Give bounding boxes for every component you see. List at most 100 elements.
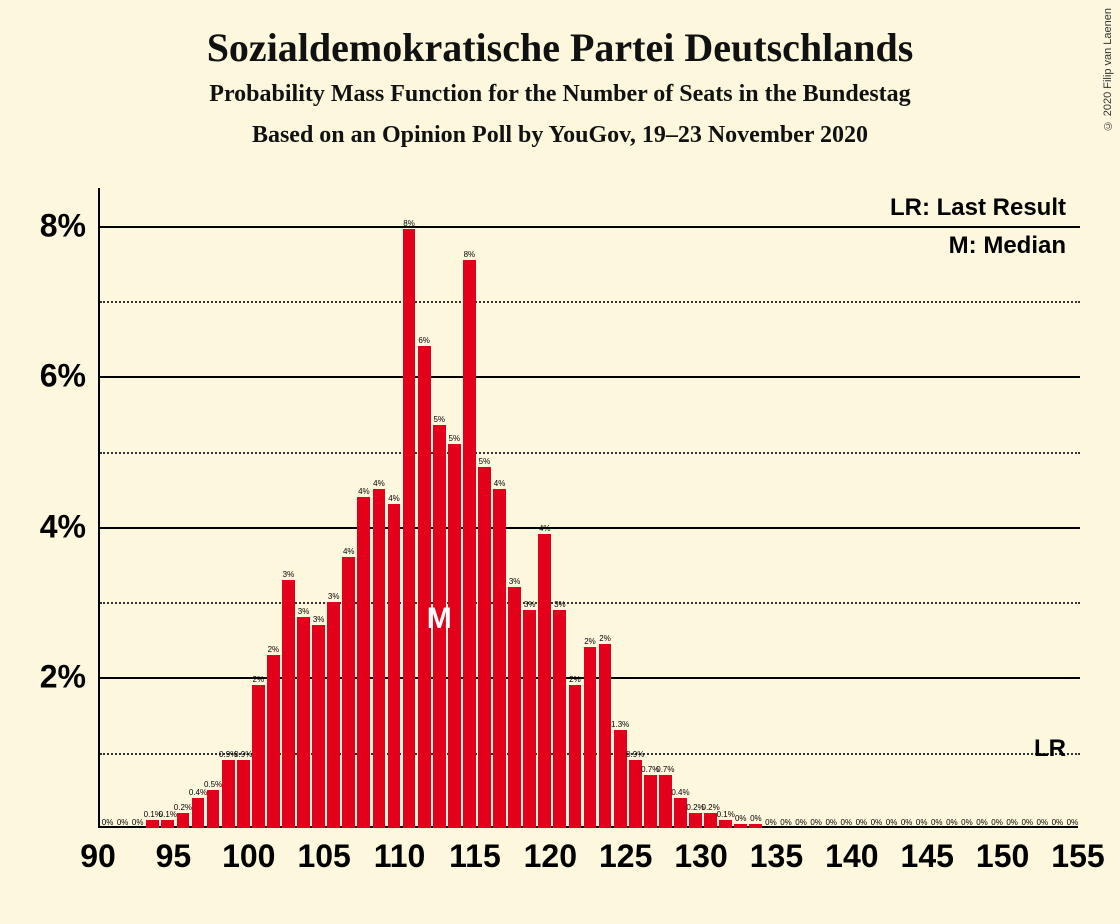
bar [659,775,672,828]
bar-value-label: 3% [554,600,566,609]
bar [282,580,295,828]
x-tick-label: 145 [901,838,954,875]
bar-value-label: 2% [253,675,265,684]
bar-value-label: 1.3% [611,720,629,729]
bar [719,820,732,828]
bar [252,685,265,828]
bar-value-label: 0% [102,818,114,827]
y-tick-label: 8% [6,207,86,244]
subtitle-1: Probability Mass Function for the Number… [0,81,1120,108]
titles-block: Sozialdemokratische Partei Deutschlands … [0,0,1120,149]
chart-container: LR: Last Result M: Median 2%4%6%8%0%0%0%… [98,188,1078,828]
main-title: Sozialdemokratische Partei Deutschlands [0,24,1120,71]
bar-value-label: 0.9% [626,750,644,759]
bar [734,824,747,828]
bar-value-label: 0% [1037,818,1049,827]
bar-value-label: 0% [750,814,762,823]
x-tick-label: 110 [374,838,426,875]
bar [177,813,190,828]
bar [704,813,717,828]
bar [388,504,401,828]
bar-value-label: 4% [539,524,551,533]
bars-layer: 0%0%0%0.1%0.1%0.2%0.4%0.5%0.9%0.9%2%2%3%… [100,188,1080,828]
bar [599,644,612,828]
bar [493,489,506,828]
bar-value-label: 3% [524,600,536,609]
bar-value-label: 3% [509,577,521,586]
bar-value-label: 0% [765,818,777,827]
bar [749,824,762,828]
bar-value-label: 2% [599,634,611,643]
x-tick-label: 100 [222,838,275,875]
bar-value-label: 0% [841,818,853,827]
x-tick-label: 125 [599,838,652,875]
bar [508,587,521,828]
bar-value-label: 0% [825,818,837,827]
x-tick-label: 140 [825,838,878,875]
bar-value-label: 6% [418,336,430,345]
bar-value-label: 3% [283,570,295,579]
subtitle-2: Based on an Opinion Poll by YouGov, 19–2… [0,122,1120,149]
bar-value-label: 0% [810,818,822,827]
bar-value-label: 3% [328,592,340,601]
bar [161,820,174,828]
bar-value-label: 4% [494,479,506,488]
bar-value-label: 0.9% [234,750,252,759]
bar-value-label: 5% [433,415,445,424]
bar-value-label: 4% [358,487,370,496]
bar-value-label: 0.1% [717,810,735,819]
bar-value-label: 2% [268,645,280,654]
x-tick-label: 115 [449,838,501,875]
x-tick-label: 95 [156,838,192,875]
bar-value-label: 0% [871,818,883,827]
bar [222,760,235,828]
x-tick-label: 130 [674,838,727,875]
bar-value-label: 0% [976,818,988,827]
bar-value-label: 8% [464,250,476,259]
x-axis-ticks: 9095100105110115120125130135140145150155 [98,838,1078,888]
bar-value-label: 4% [343,547,355,556]
bar-value-label: 0% [1021,818,1033,827]
bar-value-label: 0.5% [204,780,222,789]
y-tick-label: 2% [6,659,86,696]
bar [192,798,205,828]
bar [373,489,386,828]
bar-value-label: 0% [1067,818,1079,827]
bar [644,775,657,828]
bar [312,625,325,828]
x-tick-label: 105 [297,838,350,875]
median-marker: M [427,602,452,636]
bar [146,820,159,828]
bar [689,813,702,828]
bar [614,730,627,828]
bar [463,260,476,828]
bar-value-label: 0% [886,818,898,827]
bar-value-label: 0% [946,818,958,827]
bar-value-label: 0% [795,818,807,827]
y-tick-label: 4% [6,508,86,545]
bar-value-label: 0% [901,818,913,827]
bar-value-label: 0.7% [656,765,674,774]
bar [629,760,642,828]
bar-value-label: 0% [117,818,129,827]
bar-value-label: 5% [479,457,491,466]
bar [267,655,280,828]
bar [674,798,687,828]
x-tick-label: 90 [80,838,116,875]
bar-value-label: 0% [991,818,1003,827]
bar-value-label: 0% [735,814,747,823]
copyright-text: © 2020 Filip van Laenen [1102,8,1114,131]
x-tick-label: 150 [976,838,1029,875]
bar [342,557,355,828]
bar-value-label: 3% [313,615,325,624]
bar-value-label: 4% [373,479,385,488]
last-result-marker: LR [1034,735,1066,763]
bar-value-label: 0% [856,818,868,827]
x-tick-label: 120 [524,838,577,875]
bar-value-label: 4% [388,494,400,503]
bar [297,617,310,828]
bar [207,790,220,828]
plot-area: LR: Last Result M: Median 2%4%6%8%0%0%0%… [98,188,1078,828]
bar [584,647,597,828]
bar-value-label: 0% [916,818,928,827]
